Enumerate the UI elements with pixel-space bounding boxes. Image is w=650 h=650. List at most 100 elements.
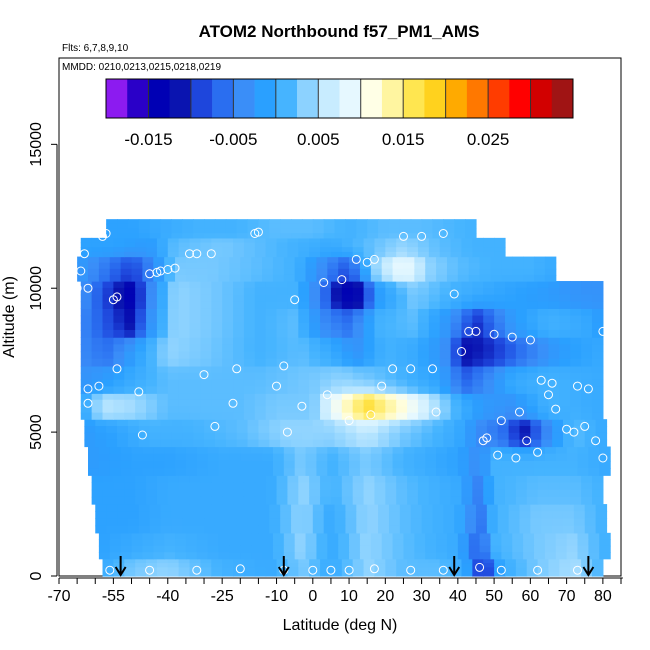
- heatmap-cell: [330, 337, 343, 345]
- heatmap-cell: [120, 460, 133, 469]
- heatmap-cell: [146, 475, 158, 484]
- heatmap-cell: [367, 233, 379, 239]
- heatmap-cell: [222, 358, 234, 367]
- heatmap-cell: [573, 439, 586, 448]
- heatmap-cell: [298, 287, 310, 296]
- heatmap-cell: [504, 344, 517, 353]
- heatmap-cell: [570, 329, 582, 338]
- heatmap-cell: [548, 379, 560, 388]
- heatmap-cell: [428, 489, 441, 498]
- heatmap-cell: [439, 247, 452, 253]
- heatmap-cell: [214, 439, 227, 448]
- heatmap-cell: [222, 344, 234, 353]
- heatmap-cell: [102, 237, 114, 244]
- heatmap-cell: [515, 482, 528, 491]
- heatmap-cell: [494, 372, 506, 381]
- heatmap-cell: [417, 294, 430, 303]
- heatmap-cell: [591, 489, 604, 498]
- heatmap-cell: [240, 545, 252, 553]
- heatmap-cell: [570, 475, 582, 484]
- heatmap-cell: [349, 256, 361, 264]
- heatmap-cell: [316, 262, 328, 270]
- heatmap-cell: [222, 379, 234, 388]
- heatmap-cell: [425, 262, 437, 270]
- heatmap-cell: [214, 518, 227, 527]
- heatmap-cell: [370, 262, 383, 270]
- heatmap-cell: [548, 475, 560, 484]
- heatmap-cell: [428, 386, 441, 394]
- heatmap-cell: [218, 268, 231, 276]
- heatmap-cell: [472, 351, 484, 360]
- heatmap-cell: [407, 563, 419, 568]
- heatmap-cell: [508, 432, 521, 441]
- heatmap-cell: [573, 426, 586, 434]
- heatmap-cell: [200, 351, 212, 360]
- heatmap-cell: [515, 294, 528, 303]
- heatmap-cell: [135, 329, 147, 338]
- heatmap-cell: [552, 525, 564, 534]
- heatmap-cell: [200, 496, 212, 505]
- heatmap-cell: [146, 563, 158, 568]
- sample-point: [464, 326, 474, 336]
- heatmap-cell: [189, 344, 202, 353]
- heatmap-cell: [327, 446, 339, 455]
- heatmap-cell: [472, 412, 484, 420]
- heatmap-cell: [160, 504, 172, 512]
- heatmap-cell: [254, 329, 267, 338]
- heatmap-cell: [392, 468, 405, 476]
- heatmap-cell: [294, 532, 307, 540]
- heatmap-cell: [113, 365, 125, 374]
- heatmap-cell: [330, 496, 343, 505]
- heatmap-cell: [323, 432, 336, 441]
- heatmap-cell: [363, 301, 376, 309]
- heatmap-cell: [153, 468, 165, 476]
- heatmap-cell: [258, 233, 270, 239]
- heatmap-cell: [276, 247, 289, 253]
- heatmap-cell: [577, 539, 589, 547]
- heatmap-cell: [113, 315, 125, 324]
- heatmap-cell: [254, 475, 267, 484]
- heatmap-cell: [167, 281, 180, 289]
- heatmap-cell: [381, 552, 394, 560]
- colorbar-bin: [381, 79, 404, 118]
- heatmap-cell: [446, 268, 459, 276]
- heatmap-cell: [309, 315, 321, 324]
- heatmap-cell: [178, 242, 191, 248]
- heatmap-cell: [207, 539, 220, 547]
- heatmap-cell: [254, 337, 267, 345]
- heatmap-cell: [446, 274, 459, 282]
- heatmap-cell: [207, 256, 220, 264]
- heatmap-cell: [581, 351, 593, 360]
- heatmap-cell: [359, 446, 372, 455]
- heatmap-cell: [396, 294, 408, 303]
- heatmap-cell: [175, 460, 187, 469]
- heatmap-cell: [330, 287, 343, 296]
- heatmap-cell: [450, 489, 463, 498]
- heatmap-cell: [544, 446, 557, 455]
- heatmap-cell: [247, 518, 260, 527]
- heatmap-cell: [182, 219, 194, 225]
- heatmap-cell: [251, 268, 263, 276]
- heatmap-cell: [385, 337, 397, 345]
- heatmap-cell: [537, 571, 550, 577]
- heatmap-cell: [443, 219, 455, 225]
- heatmap-cell: [265, 301, 278, 309]
- heatmap-cell: [566, 460, 579, 469]
- heatmap-cell: [135, 281, 147, 289]
- heatmap-cell: [341, 251, 354, 258]
- heatmap-cell: [247, 426, 260, 434]
- heatmap-cell: [207, 532, 220, 540]
- heatmap-cell: [501, 539, 513, 547]
- heatmap-cell: [149, 525, 162, 534]
- heatmap-cell: [483, 475, 495, 484]
- heatmap-cell: [218, 446, 231, 455]
- heatmap-cell: [254, 393, 267, 401]
- heatmap-cell: [425, 539, 437, 547]
- heatmap-cell: [287, 337, 299, 345]
- heatmap-cell: [185, 468, 198, 476]
- heatmap-cell: [167, 489, 180, 498]
- heatmap-cell: [283, 256, 296, 264]
- heatmap-cell: [559, 308, 571, 317]
- heatmap-cell: [428, 294, 441, 303]
- heatmap-cell: [417, 242, 430, 248]
